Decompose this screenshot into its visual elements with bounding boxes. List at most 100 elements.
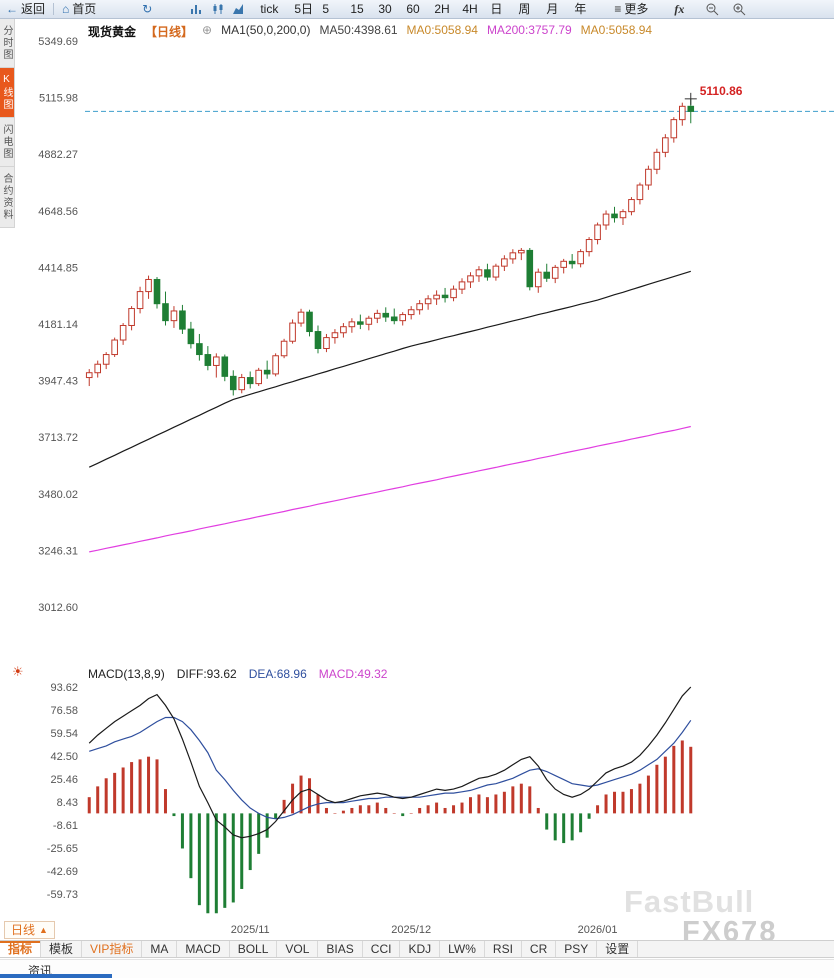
macd-histogram-bar [248,813,252,871]
candle-body [475,269,483,277]
macd-axis-label: -42.69 [47,866,78,878]
tab-indicator[interactable]: 指标 [0,941,42,957]
symbol-period: 【日线】 [145,25,194,39]
macd-histogram-bar [197,813,201,906]
candle-body [128,308,135,326]
macd-histogram-bar [138,759,142,814]
macd-axis-label: 59.54 [50,728,78,740]
period-year-button[interactable]: 年 [574,2,587,16]
sidebar-item-timeline[interactable]: 分时图 [0,19,15,68]
tab-cci[interactable]: CCI [362,941,401,957]
candle-body [289,322,296,342]
macd-histogram-bar [206,813,210,914]
tab-kdj[interactable]: KDJ [400,941,441,957]
tab-template[interactable]: 模板 [41,941,83,957]
candle-body [221,356,229,377]
ma200-value: MA200:3757.79 [486,23,572,37]
bar-chart-type-button[interactable] [190,3,202,15]
refresh-icon: ↻ [142,2,153,16]
current-period-tab[interactable]: 日线 ▲ [4,921,55,939]
area-chart-type-button[interactable] [232,3,244,15]
tab-lw[interactable]: LW% [440,941,485,957]
home-button[interactable]: ⌂ 首页 [62,0,96,18]
period-15m-button[interactable]: 15 [350,2,364,16]
back-button[interactable]: ← 返回 [6,0,45,18]
refresh-button[interactable]: ↻ [142,3,152,15]
x-axis-label: 2026/01 [578,924,618,936]
macd-histogram-bar [358,805,362,814]
zoom-in-button[interactable] [733,3,746,16]
candle-body [145,278,152,293]
period-5d-button[interactable]: 5日 [294,2,314,16]
tab-cr[interactable]: CR [521,941,557,957]
candle-body [619,211,627,219]
candle-body [255,369,262,385]
price-axis-label: 4414.85 [38,262,78,274]
sidebar-item-kline[interactable]: K线图 [0,68,15,118]
period-4h-button[interactable]: 4H [462,2,478,16]
tab-ma[interactable]: MA [142,941,178,957]
macd-histogram-bar [621,791,625,814]
back-arrow-icon: ← [6,2,18,16]
period-month-button[interactable]: 月 [546,2,559,16]
period-5m-button[interactable]: 5 [322,2,330,16]
price-axis-label: 5115.98 [39,93,78,105]
tab-rsi[interactable]: RSI [484,941,522,957]
tab-vol[interactable]: VOL [277,941,319,957]
period-tick-button[interactable]: tick [260,2,279,16]
watermark-fastbull: FastBull [624,884,755,919]
candle-body [85,372,93,379]
macd-histogram-bar [528,786,532,814]
period-60m-button[interactable]: 60 [406,2,420,16]
macd-histogram-bar [189,813,193,879]
macd-histogram-bar [502,791,506,814]
period-week-button[interactable]: 周 [518,2,531,16]
candle-body [229,375,237,391]
candle-body [306,311,313,333]
tab-psy[interactable]: PSY [556,941,598,957]
tab-settings[interactable]: 设置 [597,941,639,957]
macd-histogram-bar [367,805,371,814]
area-chart-icon [233,4,244,14]
macd-histogram-bar [308,778,312,814]
period-day-button[interactable]: 日 [490,2,503,16]
macd-histogram-bar [553,813,557,841]
sidebar-item-lightning[interactable]: 闪电图 [0,118,15,167]
tab-macd[interactable]: MACD [177,941,230,957]
period-2h-button[interactable]: 2H [434,2,450,16]
macd-histogram-bar [579,813,583,833]
candle-body [543,271,551,279]
more-button[interactable]: ≡ 更多 [614,0,648,18]
x-axis-label: 2025/12 [391,924,431,936]
candle-body [670,119,678,139]
macd-axis-label: -25.65 [47,843,78,855]
home-icon: ⌂ [62,2,70,16]
sidebar-item-contract-info[interactable]: 合约资料 [0,167,15,228]
add-indicator-icon[interactable]: ⊕ [202,23,213,37]
tab-boll[interactable]: BOLL [229,941,278,957]
price-axis-label: 3713.72 [38,432,78,444]
macd-histogram-bar [104,778,108,814]
zoom-out-button[interactable] [706,3,719,16]
macd-histogram-bar [324,807,328,814]
macd-histogram-bar [613,791,617,814]
toolbar-divider [53,3,55,15]
candle-body [424,298,432,305]
tab-vip-indicator[interactable]: VIP指标 [82,941,143,957]
candle-body [280,340,288,357]
candle-chart-type-button[interactable] [212,3,224,15]
indicator-settings-icon[interactable]: ☀ [12,664,24,679]
diff-value: DIFF:93.62 [176,667,237,681]
macd-histogram-bar [87,797,91,814]
tab-bias[interactable]: BIAS [318,941,363,957]
candle-body [594,224,601,241]
candle-body [102,354,110,365]
macd-histogram-bar [435,802,439,814]
x-axis-label: 2025/11 [231,924,270,936]
period-30m-button[interactable]: 30 [378,2,392,16]
macd-axis-label: 76.58 [50,705,78,717]
candle-body [678,105,686,121]
formula-button[interactable]: fx [674,2,685,16]
macd-histogram-bar [418,807,422,814]
